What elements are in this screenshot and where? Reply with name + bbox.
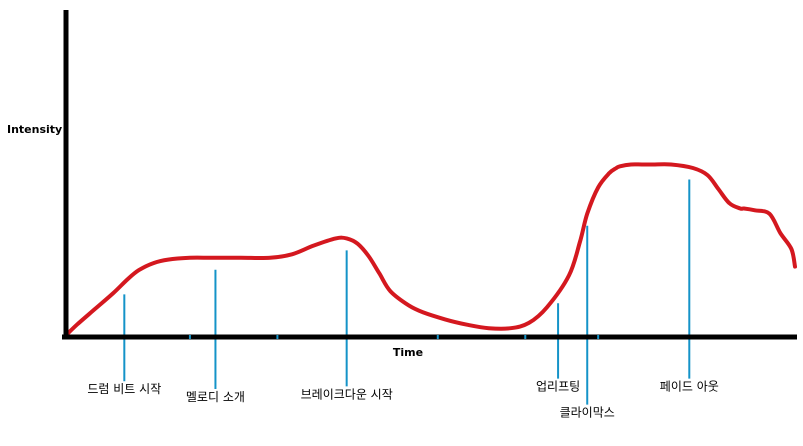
event-label-3: 업리프팅 [536,380,580,394]
x-ticks [188,335,600,339]
x-axis-label: Time [393,346,423,359]
intensity-curve [64,162,797,338]
event-lines [123,179,691,405]
event-label-4: 클라이막스 [560,406,615,420]
event-label-1: 멜로디 소개 [186,390,245,404]
event-label-5: 페이드 아웃 [660,380,719,394]
event-label-2: 브레이크다운 시작 [301,387,393,401]
event-label-0: 드럼 비트 시작 [87,382,161,396]
y-axis-label: Intensity [7,123,62,136]
